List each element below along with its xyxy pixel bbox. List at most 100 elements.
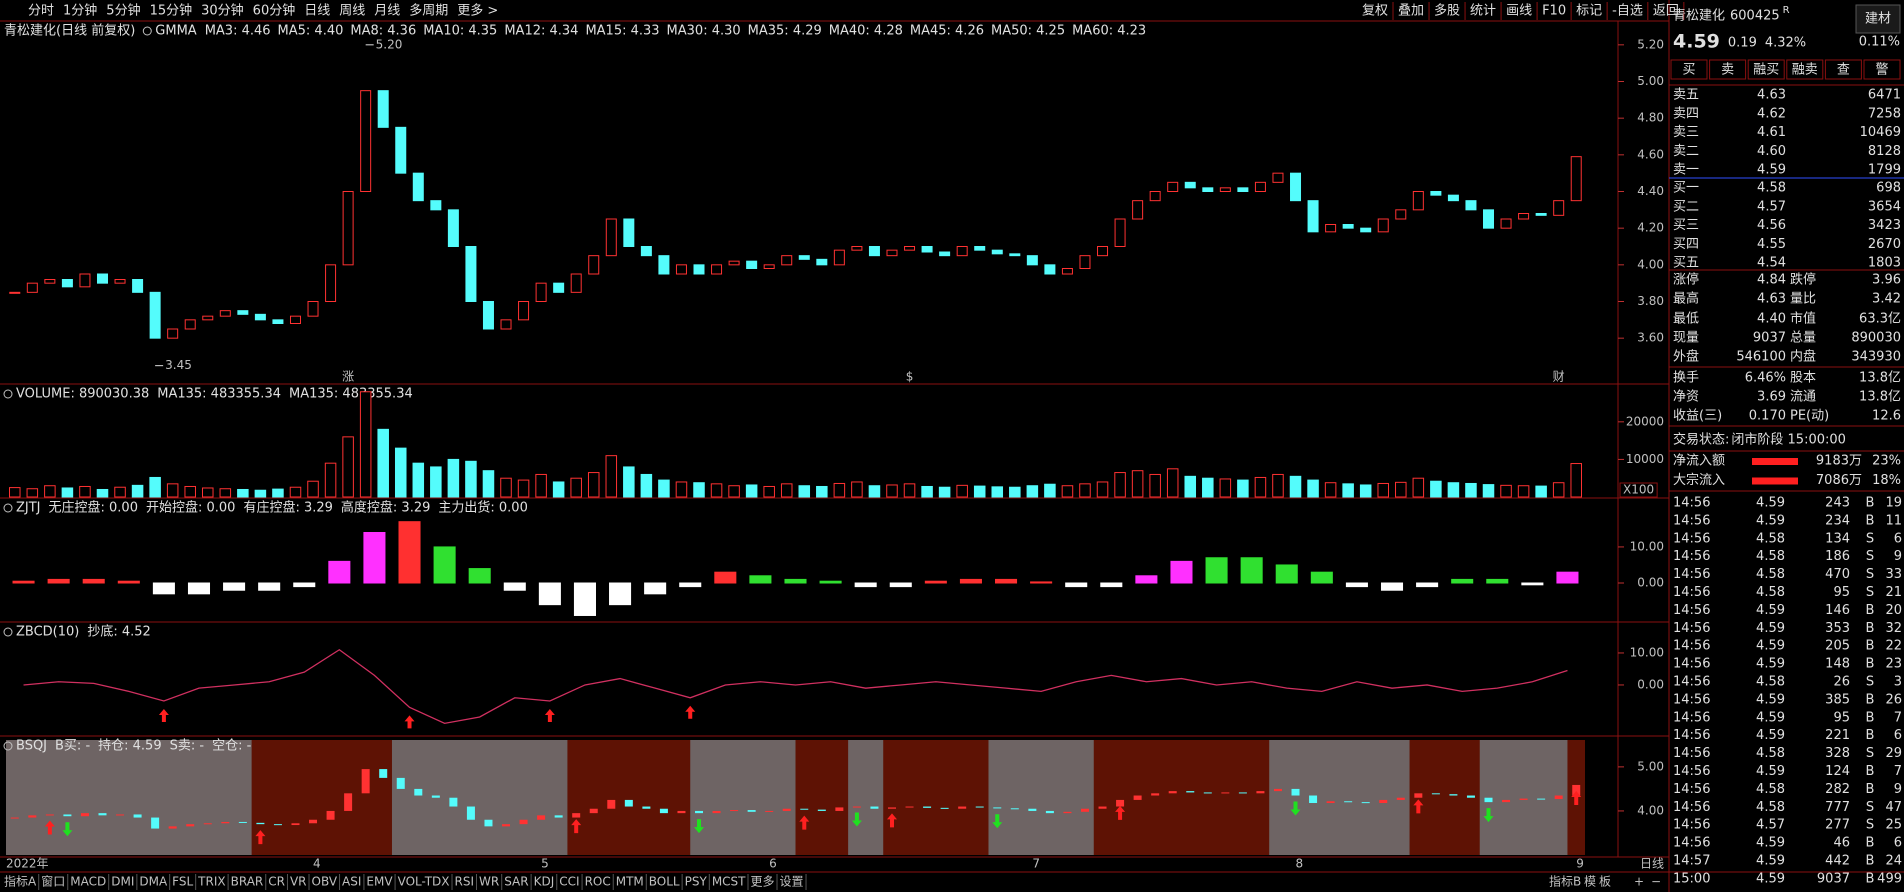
right-tab[interactable]: 模 [1584, 875, 1596, 889]
indicator-tab[interactable]: OBV [312, 875, 338, 889]
stat-value: 890030 [1851, 331, 1901, 346]
indicator-tab[interactable]: TRIX [197, 875, 225, 889]
toolbar-button[interactable]: -自选 [1612, 4, 1643, 19]
bar [959, 578, 982, 584]
candle [1325, 224, 1337, 233]
trade-price: 4.58 [1756, 567, 1785, 582]
y-tick-label: 20000 [1626, 414, 1664, 428]
candle [1518, 213, 1530, 220]
trade-button[interactable] [1824, 59, 1862, 80]
indicator-tab[interactable]: DMA [139, 875, 168, 889]
toolbar-button[interactable]: 标记 [1576, 4, 1602, 19]
stat-value: 6.46% [1745, 371, 1786, 386]
trade-button[interactable] [1863, 59, 1901, 80]
indicator-tab[interactable]: CCI [559, 875, 579, 889]
toolbar-button[interactable]: 复权 [1362, 3, 1388, 19]
trade-price: 4.58 [1756, 549, 1785, 564]
bar [573, 582, 596, 616]
legend-entry: MA35: 4.29 [748, 24, 822, 39]
indicator-tab[interactable]: FSL [172, 875, 193, 889]
bar [44, 485, 56, 498]
indicator-tab[interactable]: BOLL [649, 875, 680, 889]
indicator-tab[interactable]: SAR [504, 875, 528, 889]
toolbar-button[interactable]: 多股 [1434, 3, 1460, 19]
legend-entry: ZJTJ [16, 501, 41, 516]
indicator-tab[interactable]: EMV [366, 875, 393, 889]
bar [714, 571, 737, 584]
right-tab[interactable]: 指标B [1549, 874, 1581, 889]
indicator-tab[interactable]: VR [290, 875, 307, 889]
bar [394, 447, 407, 498]
indicator-tab[interactable]: PSY [685, 875, 708, 889]
toolbar-button[interactable]: 画线 [1506, 4, 1532, 19]
trade-button-label: 融卖 [1792, 63, 1818, 78]
candle [500, 319, 512, 330]
mini-candle [695, 810, 704, 814]
indicator-tab[interactable]: RSI [455, 875, 475, 889]
toolbar-button[interactable]: 统计 [1470, 4, 1496, 19]
trade-time: 14:56 [1673, 710, 1710, 725]
legend-entry: 无庄控盘: 0.00 [49, 500, 138, 516]
bar [482, 470, 495, 498]
indicator-tab[interactable]: ASI [342, 875, 361, 889]
mini-candle [887, 807, 896, 809]
indicator-tab[interactable]: 更多 [751, 875, 775, 889]
indicator-tab[interactable]: WR [479, 875, 499, 889]
bar [1219, 478, 1232, 498]
indicator-tab[interactable]: ROC [585, 875, 611, 889]
indicator-tab[interactable]: CR [268, 875, 285, 889]
candle [1535, 213, 1547, 216]
trade-price: 4.59 [1756, 836, 1785, 851]
bar [430, 466, 442, 498]
trade-volume: 221 [1825, 728, 1850, 743]
right-tab[interactable]: − [1651, 875, 1661, 889]
bar [1451, 578, 1474, 584]
book-label: 买一 [1673, 181, 1699, 196]
status-label: 交易状态: [1673, 432, 1729, 448]
indicator-tab[interactable]: 设置 [780, 875, 804, 889]
indicator-tab[interactable]: BRAR [231, 875, 264, 889]
trade-button[interactable] [1670, 59, 1708, 80]
mini-candle [765, 810, 774, 812]
bar [398, 521, 421, 584]
mini-candle [1010, 808, 1019, 810]
indicator-tab[interactable]: MACD [70, 875, 106, 889]
candle [1465, 200, 1477, 211]
trade-side: B [1866, 657, 1875, 672]
trade-button[interactable] [1709, 59, 1747, 80]
bar [1131, 470, 1144, 498]
toolbar-button[interactable]: F10 [1542, 4, 1566, 19]
indicator-tab[interactable]: 指标A [4, 874, 37, 889]
trade-side: B [1866, 728, 1875, 743]
trade-volume: 95 [1833, 585, 1850, 600]
indicator-tab[interactable]: MCST [712, 875, 746, 889]
right-tab[interactable]: + [1634, 875, 1644, 889]
candle [1272, 172, 1284, 183]
trade-side: S [1866, 585, 1874, 600]
indicator-tab[interactable]: MTM [616, 875, 644, 889]
x-tick-label: 4 [313, 857, 321, 871]
indicator-tab[interactable]: VOL-TDX [398, 875, 450, 889]
trade-time: 14:56 [1673, 782, 1710, 797]
mini-candle [1414, 793, 1423, 798]
candle [1483, 209, 1495, 229]
mini-candle [221, 821, 230, 824]
trade-button[interactable] [1747, 59, 1785, 80]
bar [289, 486, 302, 498]
indicator-tab[interactable]: KDJ [534, 875, 555, 889]
toolbar-button[interactable]: 叠加 [1398, 4, 1424, 19]
indicator-tab[interactable]: 窗口 [41, 875, 65, 889]
last-price: 4.59 [1673, 31, 1720, 53]
stat-value: 12.6 [1872, 409, 1901, 424]
indicator-tab[interactable]: DMI [111, 875, 134, 889]
trade-price: 4.58 [1756, 746, 1785, 761]
trade-count: 24 [1885, 854, 1902, 869]
toolbar-button[interactable]: 返回 [1653, 4, 1679, 19]
candle [1377, 218, 1389, 233]
bar [1149, 473, 1161, 498]
trade-button[interactable] [1786, 59, 1824, 80]
bar [166, 483, 179, 498]
right-tab[interactable]: 板 [1599, 875, 1611, 889]
